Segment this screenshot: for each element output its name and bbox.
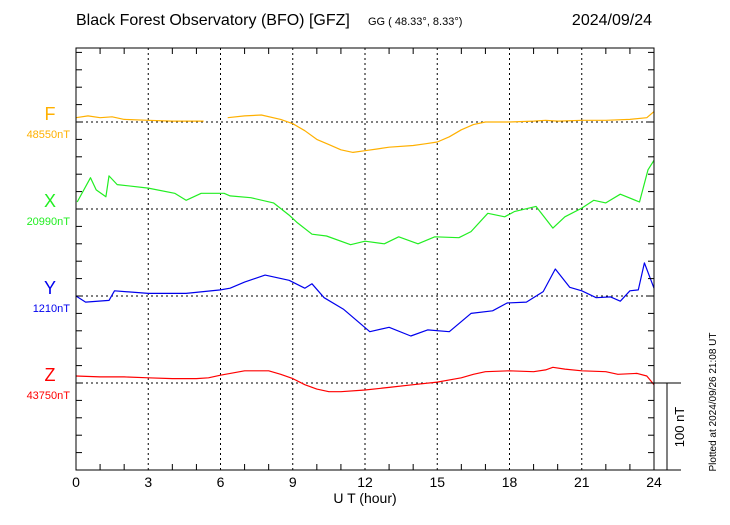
- plot-frame: [75, 47, 655, 471]
- grid: [76, 48, 654, 470]
- x-tick-label: 12: [357, 474, 373, 490]
- chart-subtitle: GG ( 48.33°, 8.33°): [368, 16, 462, 28]
- scale-bar-label: 100 nT: [672, 407, 687, 448]
- x-tick-label: 3: [144, 474, 152, 490]
- series-line-z: [75, 366, 655, 393]
- series-name-f: F: [45, 104, 56, 124]
- series-baseline-y: 1210nT: [33, 303, 71, 315]
- x-tick-label: 0: [72, 474, 80, 490]
- x-tick-label: 18: [502, 474, 518, 490]
- scale-bar: 100 nT: [654, 382, 687, 471]
- series-group: [75, 111, 655, 393]
- chart-title: Black Forest Observatory (BFO) [GFZ]: [76, 12, 350, 29]
- x-tick-label: 24: [646, 474, 662, 490]
- x-axis-label: U T (hour): [333, 490, 396, 506]
- x-tick-label: 9: [289, 474, 297, 490]
- series-name-x: X: [44, 191, 56, 211]
- series-name-z: Z: [45, 365, 56, 385]
- series-line-f: [75, 115, 204, 122]
- x-tick-label: 21: [574, 474, 590, 490]
- axis-ticks: 0 3 6 9 12 15 18 21 24: [72, 48, 662, 490]
- series-labels: F 48550nT X 20990nT Y 1210nT Z 43750nT: [27, 104, 71, 402]
- series-line-x: [76, 159, 655, 246]
- plotted-at-footer: Plotted at 2024/09/26 21:08 UT: [708, 333, 719, 472]
- series-line-f: [227, 111, 655, 153]
- x-tick-label: 6: [217, 474, 225, 490]
- series-line-y: [75, 262, 655, 337]
- chart-date: 2024/09/24: [572, 12, 652, 29]
- series-baseline-z: 43750nT: [27, 390, 71, 402]
- series-name-y: Y: [44, 278, 56, 298]
- series-baseline-f: 48550nT: [27, 129, 71, 141]
- series-baseline-x: 20990nT: [27, 216, 71, 228]
- x-tick-label: 15: [429, 474, 445, 490]
